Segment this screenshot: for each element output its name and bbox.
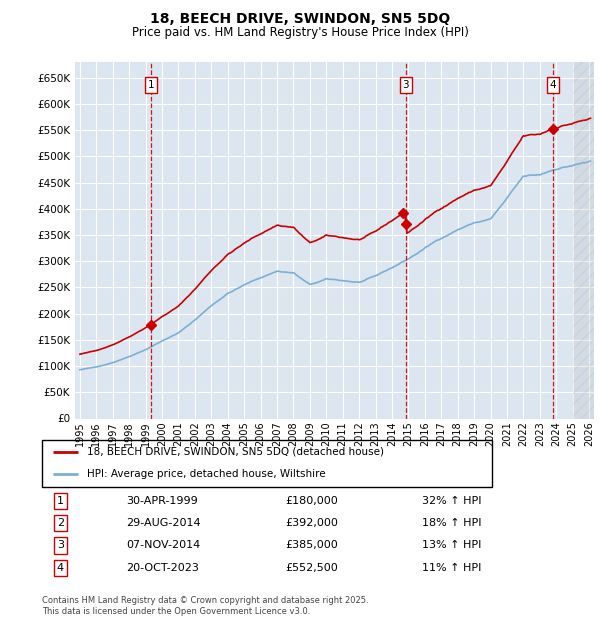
Text: 18, BEECH DRIVE, SWINDON, SN5 5DQ (detached house): 18, BEECH DRIVE, SWINDON, SN5 5DQ (detac… <box>87 447 384 457</box>
Text: 20-OCT-2023: 20-OCT-2023 <box>127 563 199 573</box>
Text: 1: 1 <box>148 80 154 90</box>
Text: 4: 4 <box>550 80 556 90</box>
Text: 2: 2 <box>57 518 64 528</box>
Text: 3: 3 <box>403 80 409 90</box>
Text: 4: 4 <box>57 563 64 573</box>
Text: 07-NOV-2014: 07-NOV-2014 <box>127 541 201 551</box>
Text: 1: 1 <box>57 496 64 506</box>
Text: £552,500: £552,500 <box>285 563 338 573</box>
Bar <box>572 62 594 419</box>
Text: 32% ↑ HPI: 32% ↑ HPI <box>422 496 482 506</box>
Text: Price paid vs. HM Land Registry's House Price Index (HPI): Price paid vs. HM Land Registry's House … <box>131 26 469 39</box>
Text: 29-AUG-2014: 29-AUG-2014 <box>127 518 201 528</box>
Text: £392,000: £392,000 <box>285 518 338 528</box>
Text: Contains HM Land Registry data © Crown copyright and database right 2025.
This d: Contains HM Land Registry data © Crown c… <box>42 596 368 616</box>
Text: 13% ↑ HPI: 13% ↑ HPI <box>422 541 482 551</box>
Text: 30-APR-1999: 30-APR-1999 <box>127 496 198 506</box>
Text: 18, BEECH DRIVE, SWINDON, SN5 5DQ: 18, BEECH DRIVE, SWINDON, SN5 5DQ <box>150 12 450 27</box>
Text: £385,000: £385,000 <box>285 541 338 551</box>
Text: £180,000: £180,000 <box>285 496 338 506</box>
Text: HPI: Average price, detached house, Wiltshire: HPI: Average price, detached house, Wilt… <box>87 469 326 479</box>
Text: 18% ↑ HPI: 18% ↑ HPI <box>422 518 482 528</box>
Text: 11% ↑ HPI: 11% ↑ HPI <box>422 563 482 573</box>
Text: 3: 3 <box>57 541 64 551</box>
